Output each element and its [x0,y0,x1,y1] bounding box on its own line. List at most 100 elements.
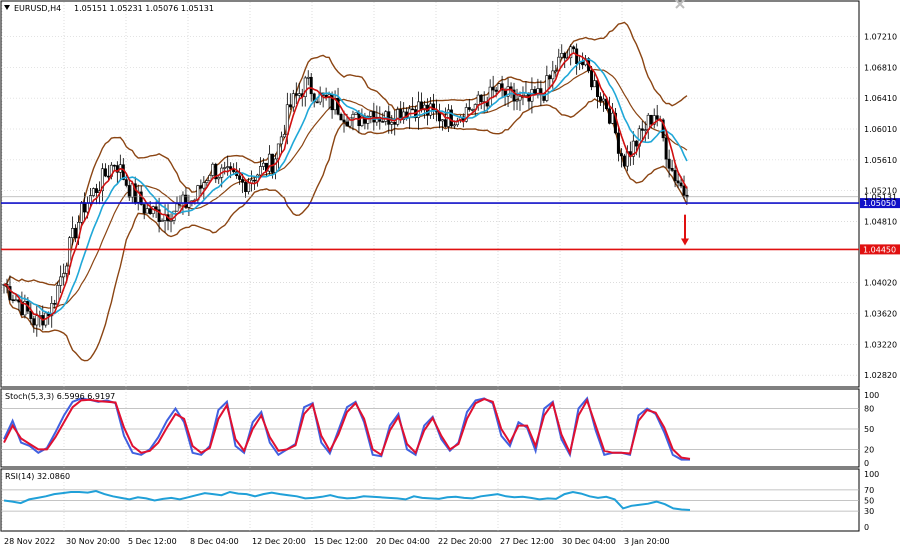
rsi-levels [1,489,859,512]
price-tick-label: 1.06410 [864,94,897,103]
candle-body [464,107,468,122]
price-tick-label: 1.06010 [864,125,897,134]
moving-averages [3,51,688,321]
bb-upper [3,21,688,286]
price-tick-label: 1.07210 [864,32,897,41]
candle-body [169,220,173,222]
candle-body [282,134,286,138]
candle-body [551,70,555,80]
candle-body [479,94,483,102]
candle-body [309,76,313,95]
candle-body [244,182,248,192]
candle-body [261,162,265,167]
price-tick-label: 1.04020 [864,279,897,288]
osc-tick-label: 100 [864,470,879,479]
candle-body [23,300,27,316]
horizontal-levels[interactable]: 1.05050 1.04450 [1,198,900,255]
candle-body [563,53,567,59]
candle-body [649,114,653,125]
candle-body [247,182,251,192]
candle-body [142,204,146,214]
stoch-title: Stoch(5,3,3) 6.5996 6.9197 [5,392,115,401]
candle-body [8,286,12,300]
candle-body [223,167,227,169]
candle-body [11,299,15,301]
candle-body [100,168,104,192]
candle-body [32,318,36,326]
time-tick-label: 27 Dec 12:00 [500,537,554,546]
candle-body [500,83,504,91]
candle-body [372,111,376,123]
time-tick-label: 15 Dec 12:00 [314,537,368,546]
candle-body [339,113,343,121]
symbol-title: EURUSD,H4 [14,4,61,13]
candle-body [622,155,626,167]
candle-body [205,180,209,183]
candle-body [449,109,453,127]
candle-body [518,96,522,101]
candle-body [288,104,292,108]
candle-body [554,70,558,73]
candle-body [545,75,549,101]
candle-body [443,119,447,127]
candle-body [80,202,84,223]
candle-body [160,220,164,222]
candle-body [488,86,492,107]
candle-body [354,112,358,115]
stoch-panel[interactable] [0,388,860,468]
candle-body [512,89,516,102]
candle-body [619,153,623,157]
candle-body [476,94,480,105]
candle-body [345,121,349,127]
candle-body [184,194,188,208]
time-tick-label: 30 Nov 20:00 [66,537,120,546]
candle-body [226,166,230,168]
candle-body [393,121,397,125]
candle-body [106,175,110,178]
candle-body [351,114,355,119]
candle-body [59,276,63,286]
candle-body [664,137,668,160]
candle-body [467,107,471,110]
candle-body [369,111,373,117]
bb-middle [3,68,688,309]
candle-body [643,129,647,132]
level-tag [860,198,900,209]
candle-body [217,177,221,180]
candle-body [670,168,674,171]
candle-body [572,46,576,50]
osc-tick-label: 0 [864,523,869,532]
osc-tick-label: 0 [864,459,869,468]
candle-body [86,202,90,213]
candle-body [390,121,394,125]
close-x-icon[interactable] [675,0,685,9]
candle-body [267,153,271,172]
candle-body [411,108,415,111]
candle-body [640,128,644,131]
osc-tick-label: 50 [864,425,874,434]
candle-body [440,119,444,122]
candle-body [593,80,597,88]
candle-body [83,202,87,213]
candle-body [491,86,495,91]
rsi-panel[interactable] [0,468,860,532]
candle-body [402,111,406,120]
candle-body [127,185,131,198]
price-tick-label: 1.05210 [864,187,897,196]
price-tick-label: 1.03220 [864,340,897,349]
candle-body [676,180,680,184]
candle-body [506,86,510,97]
osc-tick-label: 100 [864,391,879,400]
osc-series [3,489,691,511]
candle-body [560,53,564,58]
candle-body [634,140,638,147]
candle-body [599,96,603,102]
candle-body [381,121,385,123]
time-tick-label: 22 Dec 20:00 [438,537,492,546]
price-panel[interactable] [0,0,860,388]
price-tick-label: 1.02820 [864,371,897,380]
candle-body [360,115,364,127]
triangle-down-icon[interactable] [4,5,10,10]
